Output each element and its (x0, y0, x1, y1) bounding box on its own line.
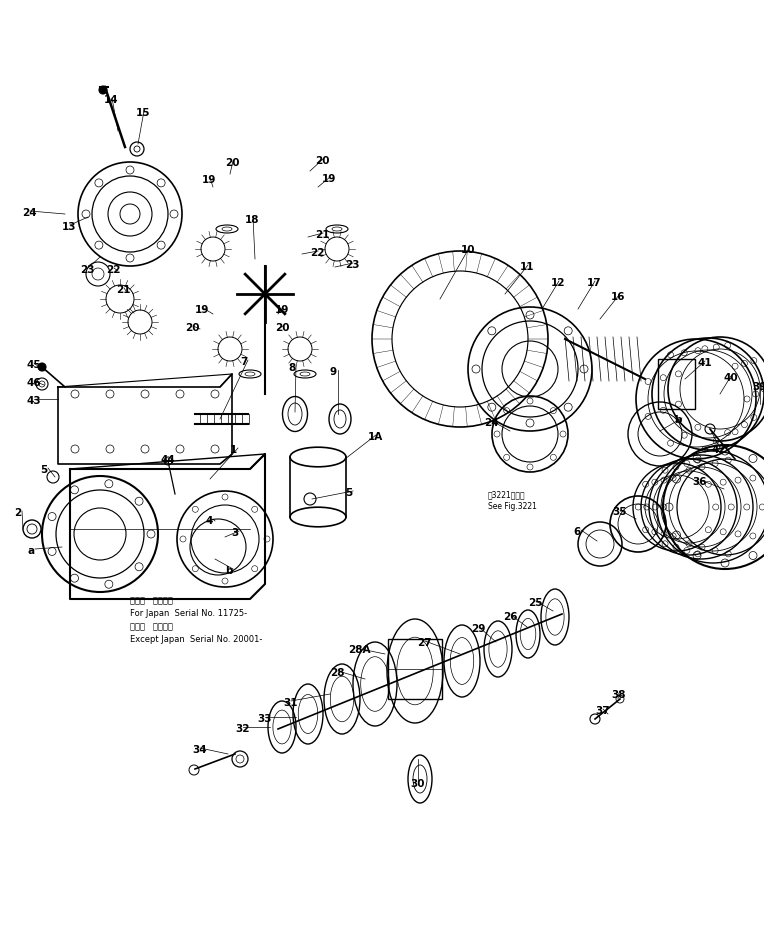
Text: 15: 15 (136, 108, 151, 118)
Text: 16: 16 (611, 292, 626, 302)
Text: 5: 5 (345, 487, 352, 497)
Text: 14: 14 (104, 95, 118, 105)
Text: 10: 10 (461, 244, 475, 255)
Text: b: b (225, 565, 232, 576)
Text: 7: 7 (240, 357, 248, 366)
Text: 19: 19 (275, 305, 290, 314)
Text: 19: 19 (322, 174, 336, 184)
Text: See Fig.3221: See Fig.3221 (488, 501, 537, 511)
Text: 13: 13 (62, 222, 76, 232)
Text: 1: 1 (230, 445, 238, 454)
Text: 6: 6 (573, 527, 580, 536)
Text: 12: 12 (551, 278, 565, 288)
Text: 20: 20 (315, 156, 329, 166)
Text: 20: 20 (225, 158, 239, 168)
Text: 36: 36 (692, 477, 707, 486)
Text: 21: 21 (315, 229, 329, 240)
Text: 19: 19 (195, 305, 209, 314)
Text: Except Japan  Serial No. 20001-: Except Japan Serial No. 20001- (130, 634, 262, 643)
Text: 32: 32 (235, 723, 250, 733)
Text: 31: 31 (283, 698, 297, 707)
Text: 28: 28 (330, 667, 345, 677)
Text: b: b (674, 414, 681, 425)
Text: 46: 46 (26, 378, 40, 388)
Text: 第3221図参照: 第3221図参照 (488, 490, 526, 498)
Text: 42: 42 (712, 445, 727, 454)
Text: 20: 20 (275, 323, 290, 332)
Text: 24: 24 (22, 208, 37, 218)
Text: 27: 27 (417, 637, 432, 648)
Text: 18: 18 (245, 215, 260, 225)
Text: 21: 21 (116, 285, 131, 295)
Circle shape (23, 520, 41, 538)
Text: 8: 8 (288, 362, 295, 373)
Text: 1A: 1A (368, 431, 384, 442)
Text: 29: 29 (471, 623, 485, 633)
Text: 25: 25 (528, 598, 542, 607)
Text: 30: 30 (410, 778, 425, 788)
Circle shape (38, 363, 46, 372)
Text: 34: 34 (192, 744, 206, 754)
Text: 37: 37 (595, 705, 610, 716)
Text: For Japan  Serial No. 11725-: For Japan Serial No. 11725- (130, 608, 247, 617)
Text: a: a (27, 546, 34, 555)
Text: 20: 20 (185, 323, 199, 332)
Text: 19: 19 (202, 175, 216, 185)
Text: 38: 38 (611, 689, 626, 700)
Text: 2: 2 (14, 508, 21, 517)
Text: 45: 45 (26, 360, 40, 370)
Text: 24: 24 (484, 417, 499, 428)
Text: 9: 9 (330, 366, 337, 377)
Text: 海外向   適用号機: 海外向 適用号機 (130, 621, 173, 631)
Text: 44: 44 (160, 454, 175, 464)
Text: 5: 5 (40, 464, 47, 475)
Text: 43: 43 (26, 396, 40, 406)
Polygon shape (658, 360, 695, 410)
Text: 33: 33 (257, 714, 271, 723)
Circle shape (99, 87, 107, 95)
Text: 26: 26 (503, 612, 517, 621)
Text: 39: 39 (752, 381, 764, 392)
Text: 17: 17 (587, 278, 601, 288)
Text: 23: 23 (80, 264, 95, 275)
Text: 40: 40 (723, 373, 737, 382)
Text: 22: 22 (310, 247, 325, 258)
Text: 図内向   適用号機: 図内向 適用号機 (130, 596, 173, 604)
Text: 11: 11 (520, 261, 535, 272)
Text: 3: 3 (231, 528, 238, 537)
Text: 35: 35 (612, 507, 626, 516)
Text: 23: 23 (345, 260, 360, 270)
Text: 4: 4 (205, 515, 212, 526)
Text: 41: 41 (697, 358, 711, 367)
Text: 28A: 28A (348, 645, 371, 654)
Text: 22: 22 (106, 264, 121, 275)
